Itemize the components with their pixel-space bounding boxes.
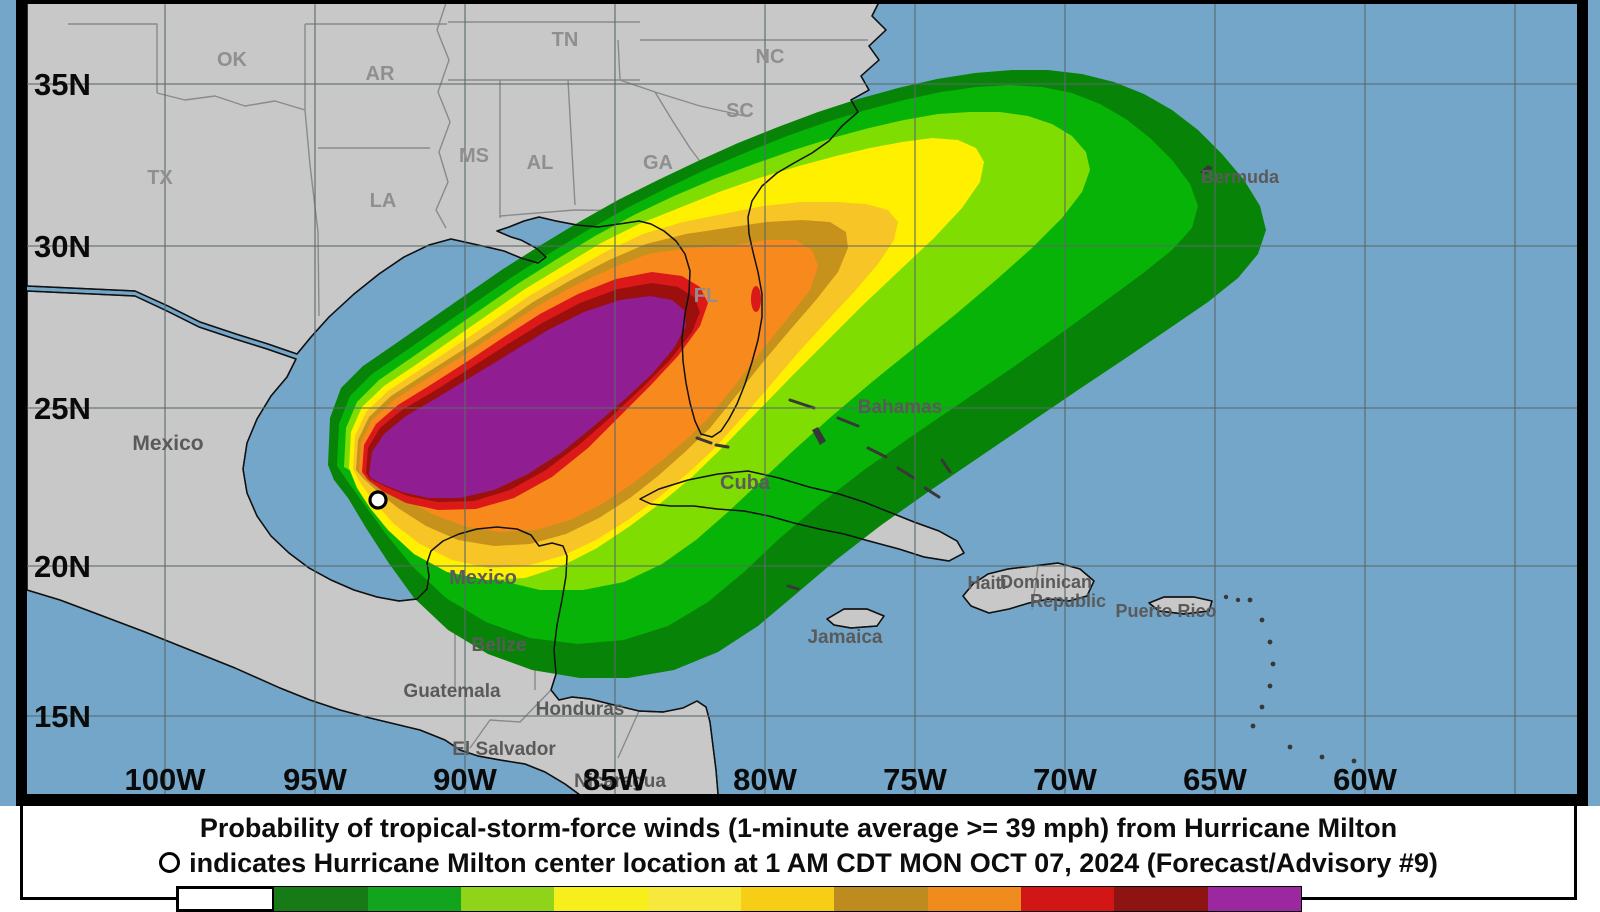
lon-label-75W: 75W <box>883 762 947 797</box>
wind-probability-bands <box>328 70 1266 678</box>
lat-label-15N: 15N <box>34 699 91 734</box>
place-label-belize: Belize <box>472 635 527 656</box>
state-label-nc: NC <box>756 46 785 68</box>
lat-label-25N: 25N <box>34 391 91 426</box>
place-label-honduras: Honduras <box>536 699 625 720</box>
lon-label-85W: 85W <box>583 762 647 797</box>
lon-label-60W: 60W <box>1333 762 1397 797</box>
state-label-al: AL <box>527 152 554 174</box>
longitude-labels: 100W 95W 90W 85W 80W 75W 70W 65W 60W <box>125 762 1398 797</box>
wind-probability-map: OK AR TN NC SC GA AL MS TX LA FL Mexico Mexico Belize… <box>0 0 1600 806</box>
probability-band-10 <box>369 296 686 498</box>
place-label-republic: Republic <box>1030 591 1106 611</box>
place-label-puerto-rico: Puerto Rico <box>1115 601 1216 621</box>
place-label-haiti: Haiti <box>967 573 1006 593</box>
lon-label-70W: 70W <box>1033 762 1097 797</box>
caption-subtitle: indicates Hurricane Milton center locati… <box>23 846 1574 881</box>
state-label-la: LA <box>370 190 397 212</box>
place-label-cuba: Cuba <box>720 472 771 494</box>
legend-segment-7 <box>740 887 835 911</box>
state-label-tx: TX <box>147 167 173 189</box>
place-label-guatemala: Guatemala <box>403 681 501 702</box>
lon-label-80W: 80W <box>733 762 797 797</box>
map-canvas: OK AR TN NC SC GA AL MS TX LA FL Mexico Mexico Belize… <box>0 0 1600 806</box>
place-label-el-salvador: El Salvador <box>452 739 556 760</box>
legend-segment-10 <box>1020 887 1115 911</box>
legend-segment-9 <box>927 887 1021 911</box>
place-label-bahamas: Bahamas <box>858 397 943 418</box>
lat-label-35N: 35N <box>34 67 91 102</box>
legend-segment-6 <box>647 887 741 911</box>
lat-lon-gridlines <box>27 4 1577 794</box>
legend-segment-5 <box>554 887 648 911</box>
place-label-mexico: Mexico <box>132 432 203 455</box>
small-islands <box>695 165 1357 764</box>
map-frame <box>16 0 1588 806</box>
lat-label-20N: 20N <box>34 549 91 584</box>
probability-color-legend <box>176 886 1302 912</box>
state-label-fl: FL <box>694 285 718 307</box>
legend-segment-11 <box>1114 887 1208 911</box>
caption-subtitle-text: indicates Hurricane Milton center locati… <box>189 848 1438 878</box>
state-label-ms: MS <box>459 145 489 167</box>
place-label-jamaica: Jamaica <box>807 627 882 648</box>
state-label-sc: SC <box>726 100 754 122</box>
legend-segment-1 <box>177 887 275 911</box>
legend-segment-3 <box>367 887 461 911</box>
center-marker-symbol-icon <box>159 852 181 873</box>
legend-segment-2 <box>274 887 368 911</box>
place-label-dominican: Dominican <box>1000 572 1092 592</box>
geographic-labels: OK AR TN NC SC GA AL MS TX LA FL Mexico Mexico Belize… <box>132 29 1280 792</box>
high-probability-spot-florida-coast <box>751 286 761 312</box>
coastline-overlay <box>26 0 1357 806</box>
latitude-labels: 35N 30N 25N 20N 15N <box>34 67 91 734</box>
bermuda-island <box>1200 165 1213 175</box>
hurricane-center-marker <box>368 490 388 510</box>
lon-label-95W: 95W <box>283 762 347 797</box>
legend-segment-12 <box>1207 887 1301 911</box>
caption-box: Probability of tropical-storm-force wind… <box>20 806 1577 900</box>
state-label-tn: TN <box>552 29 579 51</box>
legend-segment-4 <box>460 887 555 911</box>
state-label-ga: GA <box>643 152 673 174</box>
lon-label-90W: 90W <box>433 762 497 797</box>
place-label-mexico: Mexico <box>449 567 517 589</box>
state-label-ok: OK <box>217 49 248 71</box>
lon-label-65W: 65W <box>1183 762 1247 797</box>
lon-label-100W: 100W <box>125 762 207 797</box>
lat-label-30N: 30N <box>34 229 91 264</box>
legend-segment-8 <box>834 887 928 911</box>
state-label-ar: AR <box>366 63 395 85</box>
place-label-nicaragua: Nicaragua <box>574 771 666 792</box>
place-label-bermuda: Bermuda <box>1201 167 1280 187</box>
state-borders <box>68 0 1039 759</box>
caption-title: Probability of tropical-storm-force wind… <box>199 813 1398 843</box>
